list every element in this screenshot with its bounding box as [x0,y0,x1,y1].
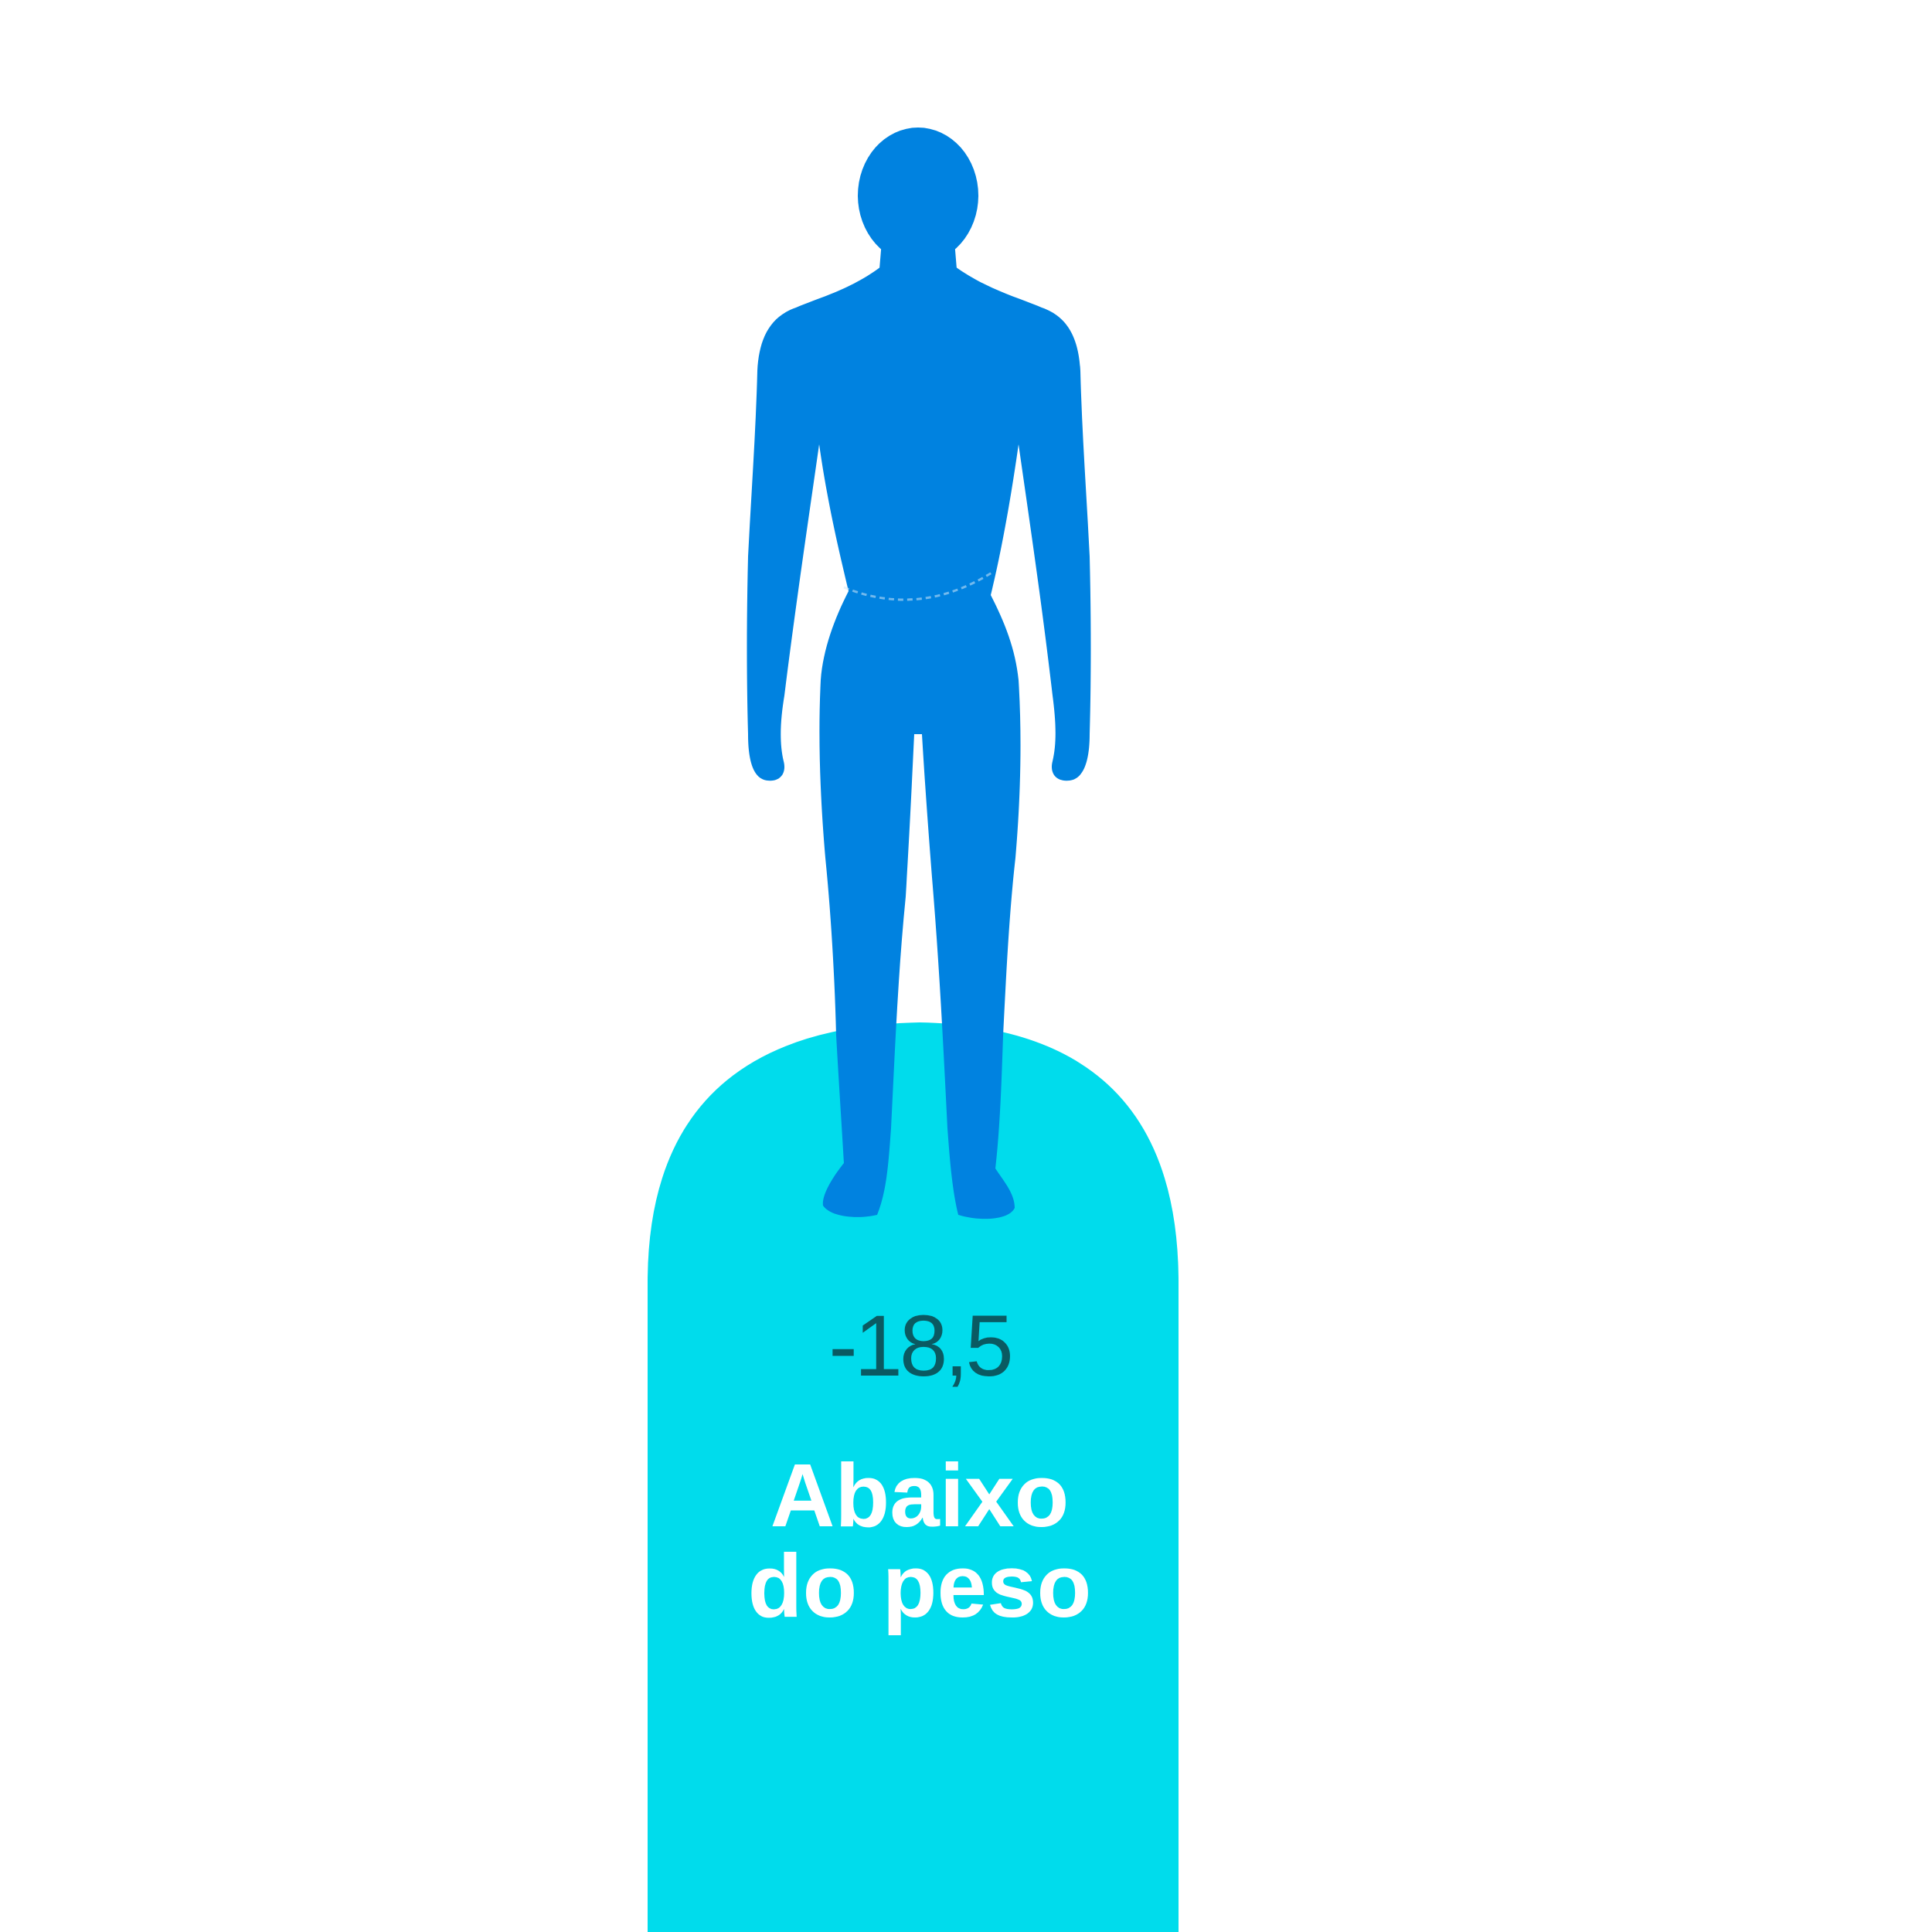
category-label-line-1: Abaixo [770,1445,1070,1546]
category-label-line-2: do peso [748,1536,1092,1636]
bmi-value: -18,5 [828,1298,1010,1394]
waist-line [843,570,994,601]
category-pillar [648,1022,1179,1932]
human-silhouette-icon [747,128,1091,1219]
